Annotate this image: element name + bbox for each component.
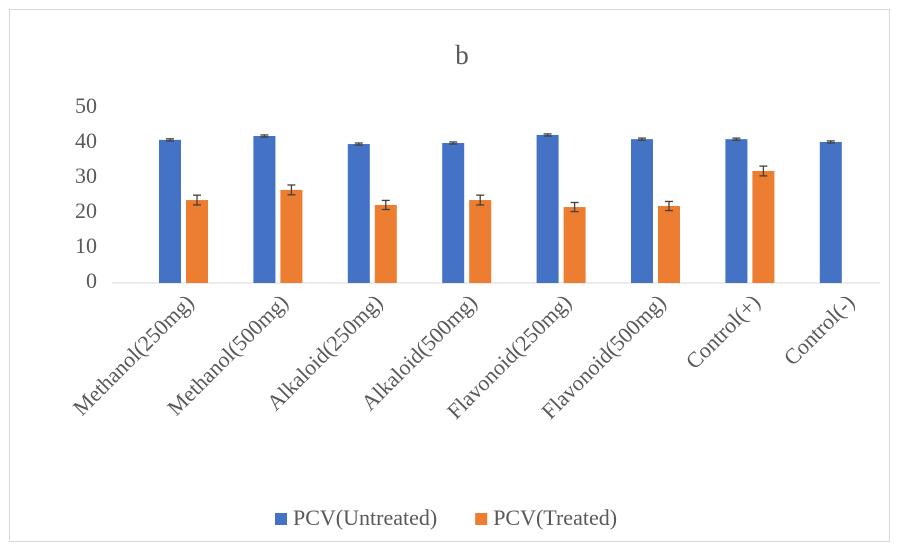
y-tick-label: 30 bbox=[75, 163, 97, 188]
error-bar bbox=[665, 200, 673, 212]
error-bar bbox=[260, 134, 269, 138]
bar bbox=[469, 200, 492, 283]
bar bbox=[563, 207, 586, 283]
bar bbox=[253, 136, 276, 283]
chart-title: b bbox=[455, 40, 469, 70]
error-bar bbox=[732, 137, 741, 141]
y-tick-label: 10 bbox=[75, 233, 97, 258]
bar bbox=[186, 200, 208, 283]
y-tick-label: 40 bbox=[75, 128, 97, 153]
bar bbox=[159, 139, 181, 283]
bar bbox=[536, 134, 559, 283]
error-bar bbox=[166, 138, 174, 142]
bar bbox=[819, 141, 842, 283]
bar bbox=[658, 206, 680, 283]
bar bbox=[725, 139, 748, 283]
error-bar bbox=[381, 199, 390, 211]
error-bar bbox=[759, 165, 768, 177]
bar bbox=[442, 143, 465, 283]
legend-label: PCV(Untreated) bbox=[293, 505, 437, 530]
bar bbox=[280, 189, 303, 283]
legend-label: PCV(Treated) bbox=[493, 505, 617, 530]
error-bar bbox=[354, 142, 363, 146]
legend-swatch bbox=[475, 513, 488, 525]
error-bar bbox=[287, 184, 296, 196]
error-bar bbox=[449, 141, 458, 145]
y-tick-label: 0 bbox=[86, 268, 97, 293]
bar bbox=[374, 204, 397, 283]
error-bar bbox=[826, 140, 835, 144]
error-bar bbox=[476, 194, 485, 206]
error-bar bbox=[638, 137, 646, 141]
bar bbox=[631, 139, 653, 283]
y-tick-label: 50 bbox=[75, 93, 97, 118]
y-tick-label: 20 bbox=[75, 198, 97, 223]
error-bar bbox=[543, 133, 552, 137]
legend-swatch bbox=[275, 513, 287, 525]
error-bar bbox=[193, 194, 201, 206]
bar bbox=[347, 144, 370, 283]
bar bbox=[752, 171, 775, 283]
error-bar bbox=[570, 201, 579, 213]
